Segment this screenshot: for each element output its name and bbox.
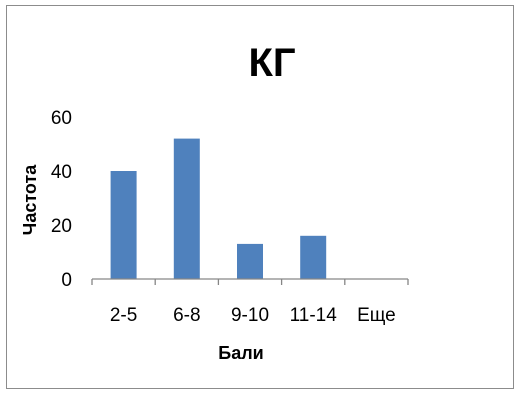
x-axis-title: Бали — [218, 343, 263, 363]
x-tick-label: 11-14 — [290, 305, 338, 326]
x-tick-label: Еще — [357, 305, 396, 326]
y-tick-label: 60 — [51, 108, 72, 129]
x-tick-label: 9-10 — [231, 305, 269, 326]
y-axis-ticks: 0 20 40 60 — [51, 108, 72, 291]
x-tick-label: 6-8 — [173, 305, 200, 326]
bar-6-8 — [173, 138, 200, 279]
y-axis-title: Частота — [20, 164, 40, 236]
chart-frame — [6, 5, 514, 389]
bar-9-10 — [237, 243, 263, 279]
bar-2-5 — [110, 171, 137, 279]
x-tick-label: 2-5 — [110, 305, 137, 326]
bar-11-14 — [300, 235, 327, 279]
y-tick-label: 0 — [61, 270, 72, 291]
bars — [110, 138, 327, 279]
x-axis-ticks: 2-5 6-8 9-10 11-14 Еще — [91, 279, 409, 326]
y-tick-label: 20 — [51, 216, 72, 237]
chart-title: КГ — [248, 41, 295, 85]
y-tick-label: 40 — [51, 162, 72, 183]
